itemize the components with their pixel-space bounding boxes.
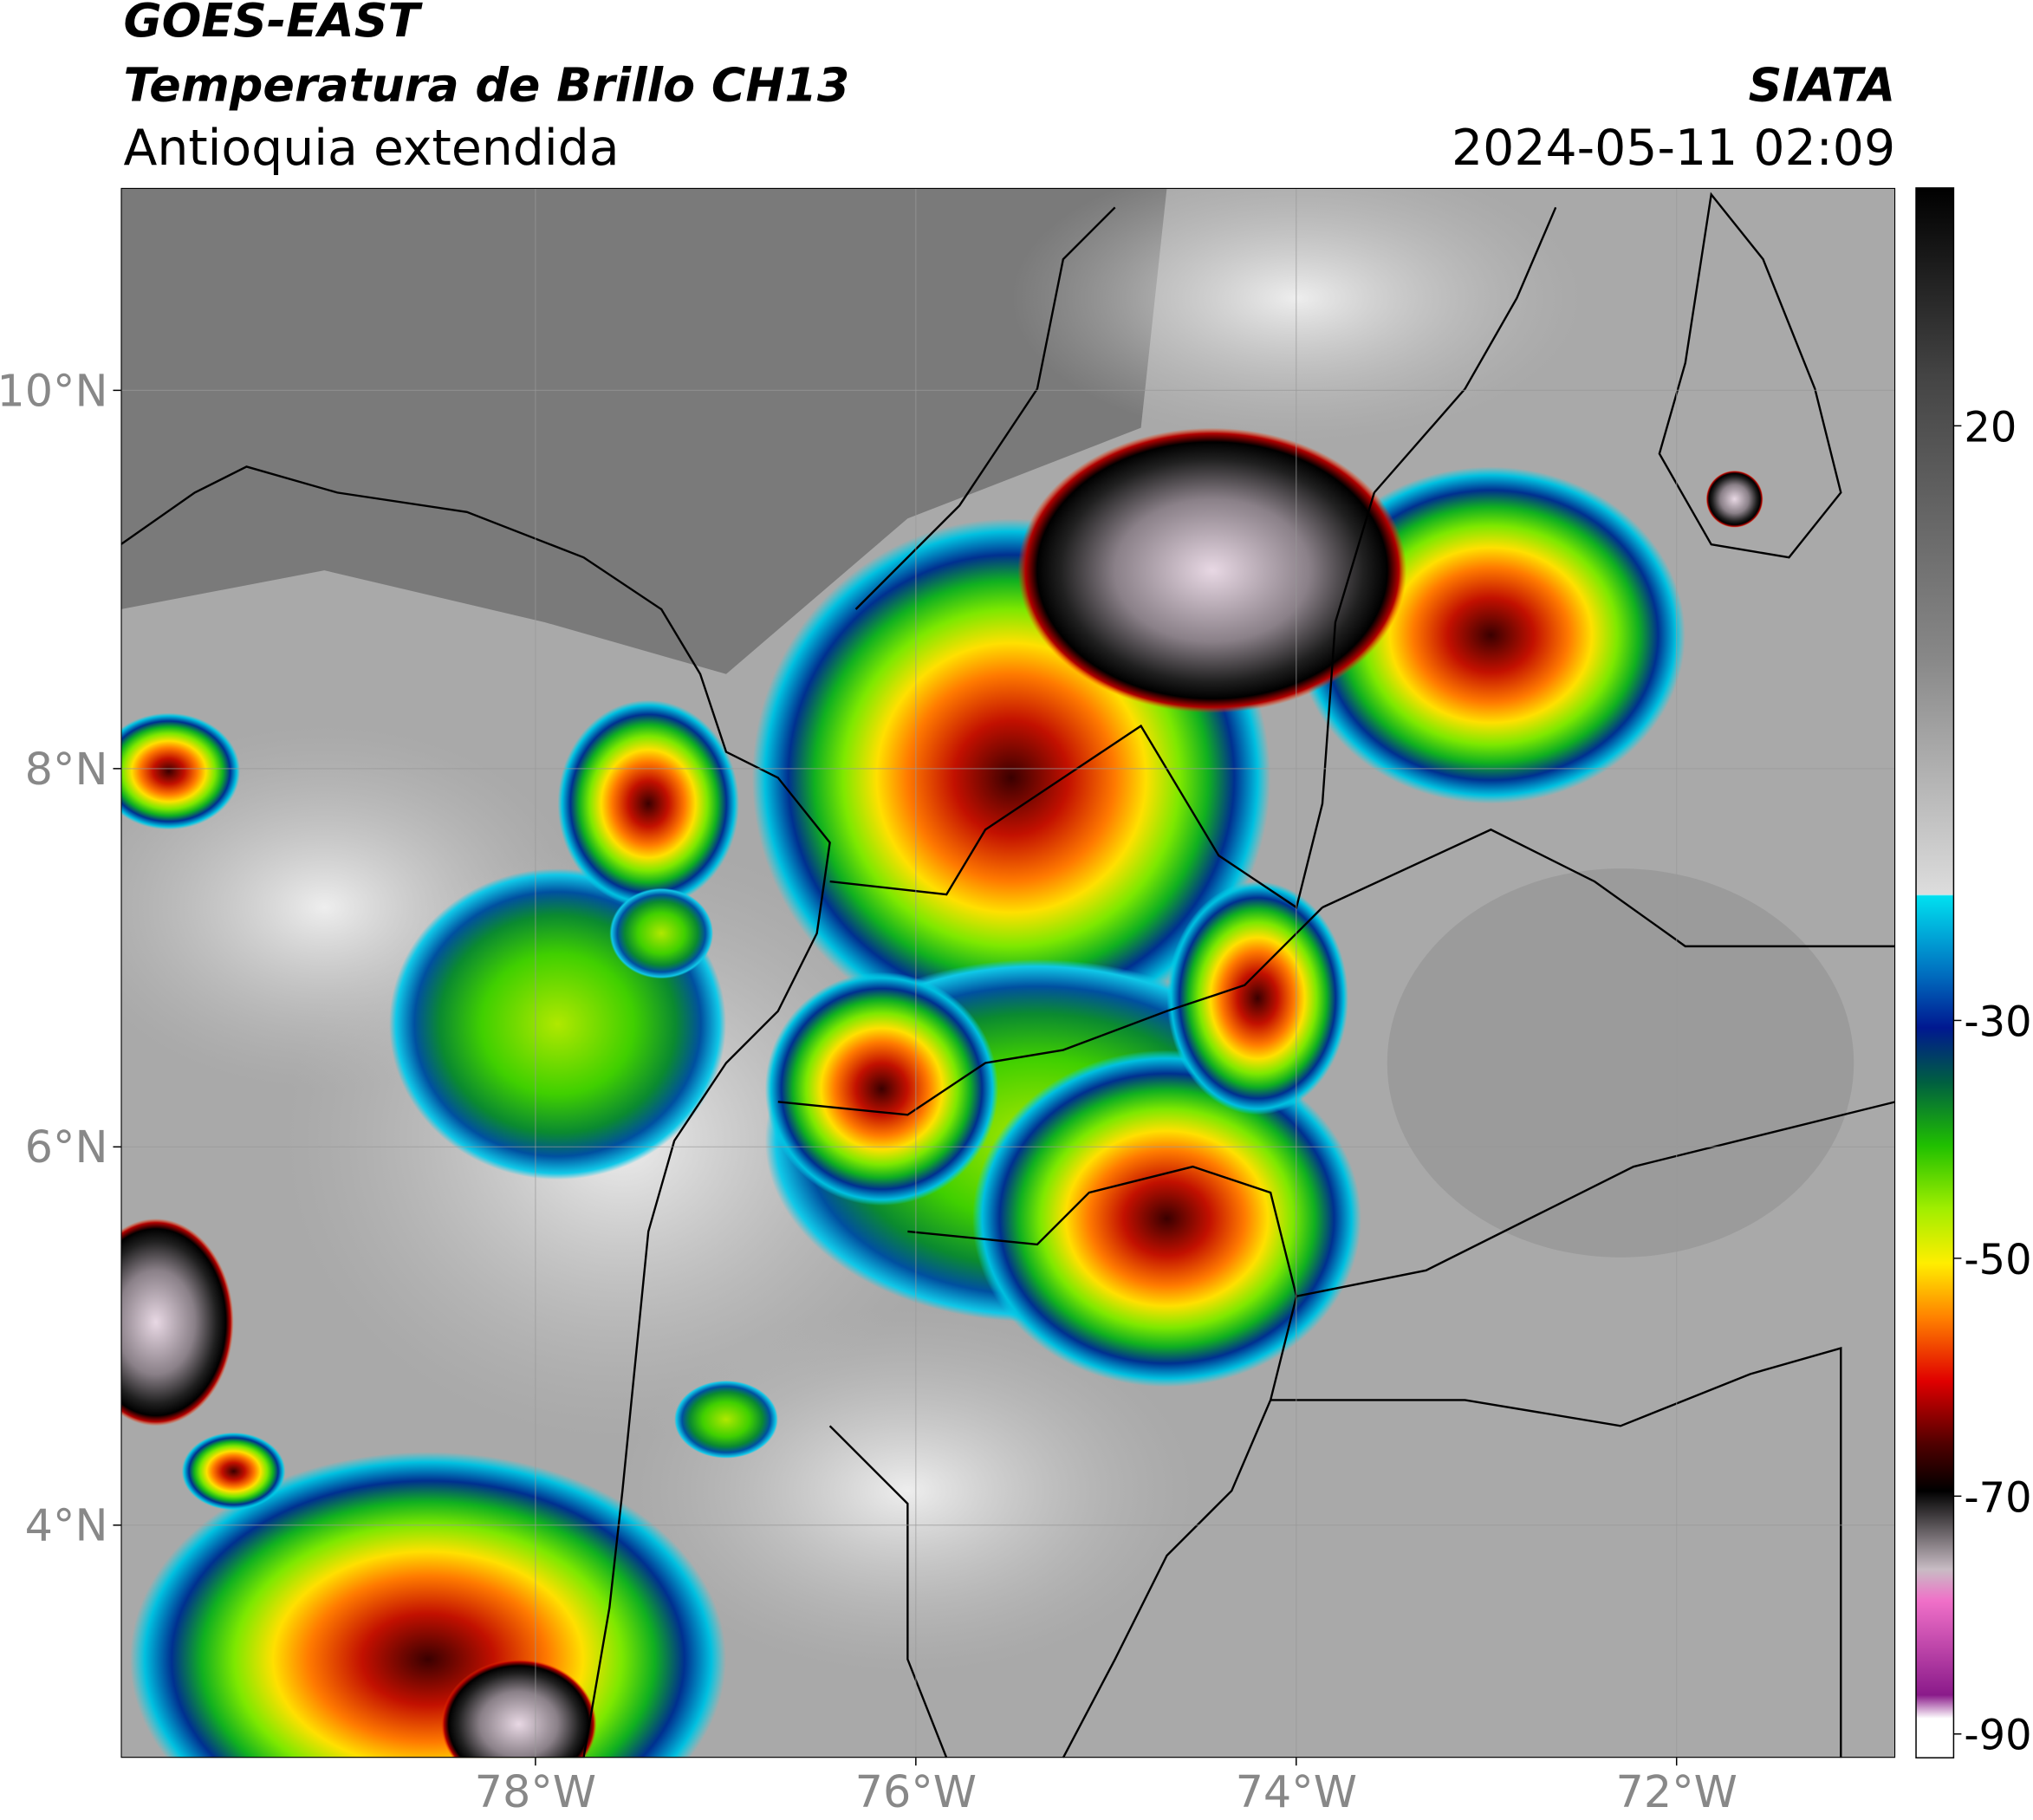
map	[120, 187, 1896, 1758]
coastline	[120, 465, 831, 1758]
y-tick-label: 10°N	[0, 365, 107, 416]
x-tick-label: 78°W	[475, 1766, 596, 1817]
colorbar-tick-label: 20	[1964, 404, 2017, 452]
border-line	[777, 907, 1323, 1116]
storm	[764, 972, 999, 1206]
storm	[609, 887, 713, 979]
border-line	[1322, 828, 1896, 948]
colorbar-tick-label: -30	[1964, 998, 2031, 1046]
coastline	[854, 206, 1116, 610]
x-tick-label: 72°W	[1616, 1766, 1737, 1817]
storm	[674, 1380, 778, 1459]
y-tick-label: 4°N	[25, 1500, 108, 1551]
y-tick-label: 8°N	[25, 744, 108, 795]
storm-core	[440, 1659, 597, 1758]
border-line	[1296, 1101, 1896, 1297]
timestamp: 2024-05-11 02:09	[1452, 120, 1895, 177]
colorbar	[1915, 187, 1955, 1758]
storm-core	[120, 1219, 234, 1427]
border-line	[1270, 1346, 1842, 1758]
cloud	[1387, 868, 1854, 1258]
storm	[181, 1432, 286, 1511]
colorbar-tick-label: -50	[1964, 1237, 2031, 1284]
source: SIATA	[1749, 58, 1896, 113]
x-tick-label: 76°W	[855, 1766, 977, 1817]
storm	[1166, 881, 1348, 1115]
colorbar-tick-label: -70	[1964, 1474, 2031, 1522]
colorbar-tick-label: -90	[1964, 1713, 2031, 1760]
region: Antioquia extendida	[123, 120, 619, 177]
ticks: 78°W 76°W 74°W 72°W 10°N 8°N 6°N 4°N 20 -30 -50 -70…	[0, 365, 2032, 1817]
storm	[557, 699, 739, 908]
border-line	[1373, 206, 1557, 494]
title: GOES-EAST	[123, 0, 423, 48]
ocean-cool	[120, 187, 1167, 674]
x-tick-label: 74°W	[1236, 1766, 1357, 1817]
storm	[972, 1050, 1361, 1388]
border-line	[828, 1425, 948, 1758]
gridlines	[120, 187, 1896, 1758]
border-line	[829, 492, 1375, 909]
storm-core	[1705, 470, 1763, 528]
storm	[120, 712, 241, 830]
y-tick-label: 6°N	[25, 1121, 108, 1173]
subtitle: Temperatura de Brillo CH13	[123, 58, 849, 113]
storm-core	[1017, 427, 1407, 713]
